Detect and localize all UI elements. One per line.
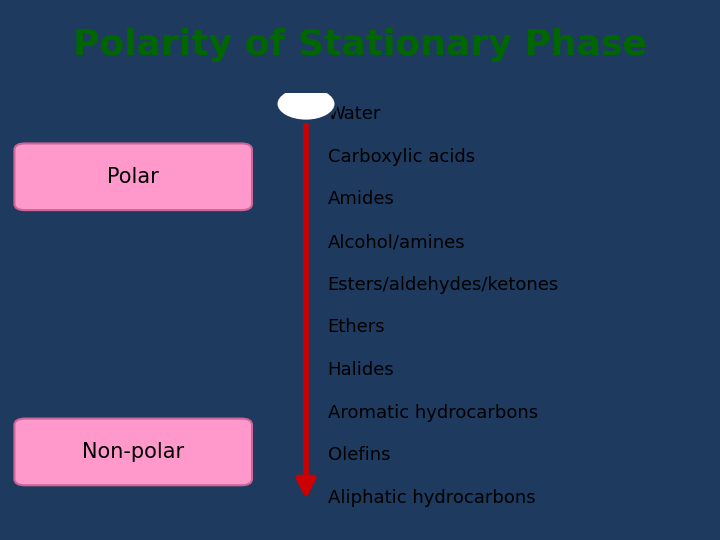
Text: Polarity of Stationary Phase: Polarity of Stationary Phase <box>73 28 647 62</box>
Text: Carboxylic acids: Carboxylic acids <box>328 148 474 166</box>
Text: Olefins: Olefins <box>328 446 390 464</box>
Text: Aliphatic hydrocarbons: Aliphatic hydrocarbons <box>328 489 535 507</box>
Text: Aromatic hydrocarbons: Aromatic hydrocarbons <box>328 403 538 422</box>
Text: Polar: Polar <box>107 167 159 187</box>
Circle shape <box>276 86 336 122</box>
Text: Ethers: Ethers <box>328 319 385 336</box>
FancyBboxPatch shape <box>14 144 252 210</box>
FancyBboxPatch shape <box>14 418 252 485</box>
Text: Esters/aldehydes/ketones: Esters/aldehydes/ketones <box>328 276 559 294</box>
Text: Amides: Amides <box>328 191 395 208</box>
Text: Alcohol/amines: Alcohol/amines <box>328 233 465 251</box>
Text: Non-polar: Non-polar <box>82 442 184 462</box>
Text: Halides: Halides <box>328 361 395 379</box>
Text: Water: Water <box>328 105 381 123</box>
